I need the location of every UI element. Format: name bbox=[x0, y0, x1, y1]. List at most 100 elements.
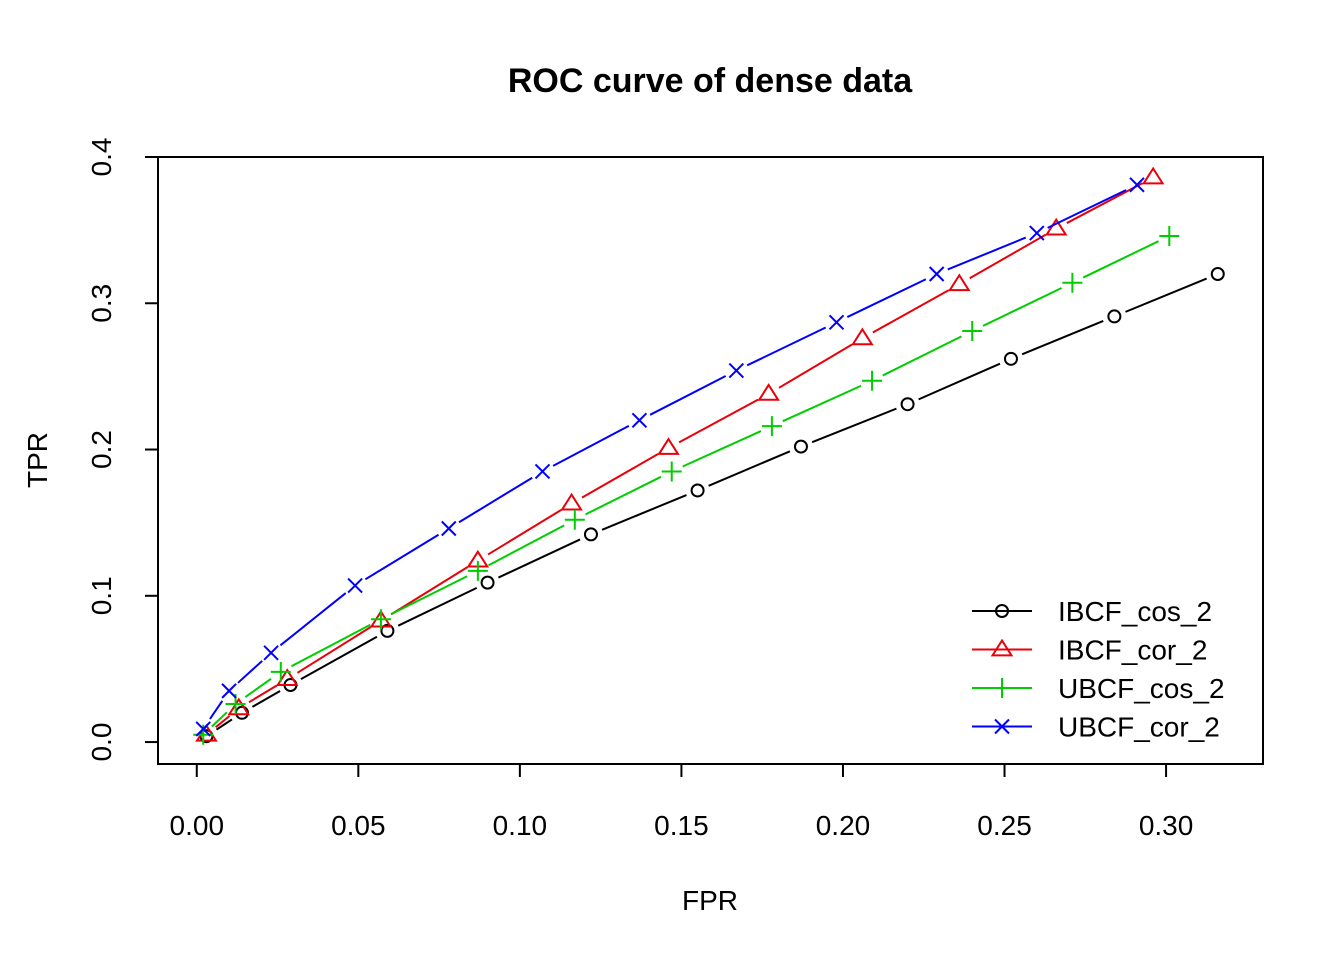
series-line-segment bbox=[682, 430, 762, 468]
series-IBCF_cor_2 bbox=[195, 166, 1165, 742]
series-line-segment bbox=[215, 718, 233, 731]
data-point bbox=[900, 397, 915, 412]
series-line-segment bbox=[279, 592, 347, 647]
data-point bbox=[227, 697, 251, 716]
series-line-segment bbox=[778, 343, 853, 389]
data-point bbox=[480, 575, 495, 590]
series-line-segment bbox=[1066, 182, 1144, 224]
data-point bbox=[560, 492, 583, 511]
x-tick-label: 0.25 bbox=[977, 810, 1032, 841]
series-line-segment bbox=[872, 289, 950, 334]
chart-title: ROC curve of dense data bbox=[508, 62, 913, 100]
series-line-segment bbox=[251, 690, 281, 708]
data-point bbox=[962, 321, 983, 342]
data-point bbox=[631, 412, 648, 428]
legend-marker bbox=[990, 638, 1014, 657]
data-point bbox=[1210, 267, 1225, 282]
series-line-segment bbox=[364, 533, 440, 581]
x-tick-label: 0.05 bbox=[331, 810, 386, 841]
series-line-segment bbox=[300, 635, 378, 681]
legend-label: UBCF_cos_2 bbox=[1058, 673, 1225, 704]
data-point bbox=[728, 362, 745, 379]
x-tick-label: 0.10 bbox=[493, 810, 548, 841]
data-point bbox=[583, 527, 598, 542]
data-point bbox=[380, 623, 395, 638]
legend-marker bbox=[992, 678, 1012, 698]
data-point bbox=[862, 370, 883, 391]
x-tick-label: 0.15 bbox=[654, 810, 709, 841]
series-line-segment bbox=[969, 233, 1047, 280]
data-point bbox=[657, 437, 680, 455]
series-line-segment bbox=[296, 626, 372, 674]
series-line-segment bbox=[397, 586, 478, 627]
series-layer bbox=[193, 166, 1225, 745]
series-line-segment bbox=[391, 575, 468, 615]
y-tick-label: 0.3 bbox=[86, 284, 117, 323]
series-line-segment bbox=[244, 677, 272, 698]
series-line-segment bbox=[211, 711, 228, 728]
y-tick-label: 0.0 bbox=[86, 723, 117, 762]
x-axis: 0.00 0.05 0.10 0.15 0.20 0.25 0.30 bbox=[170, 763, 1194, 841]
series-IBCF_cos_2 bbox=[199, 267, 1225, 744]
legend-item: UBCF_cos_2 bbox=[972, 673, 1225, 704]
data-point bbox=[370, 609, 391, 630]
data-point bbox=[1003, 351, 1018, 366]
series-line-segment bbox=[390, 566, 469, 616]
series-line-segment bbox=[488, 524, 565, 567]
series-line-segment bbox=[918, 362, 1001, 401]
series-line-segment bbox=[982, 287, 1062, 327]
series-line-segment bbox=[290, 623, 371, 668]
series-line-segment bbox=[1125, 277, 1208, 313]
data-point bbox=[828, 314, 845, 330]
legend: IBCF_cos_2 IBCF_cor_2 UBCF_cos_2 UBCF_cor_2 bbox=[972, 596, 1225, 743]
data-point bbox=[221, 683, 237, 699]
data-point bbox=[1062, 272, 1083, 293]
series-line-segment bbox=[846, 278, 927, 318]
series-line-segment bbox=[708, 450, 791, 487]
data-point bbox=[195, 721, 211, 737]
legend-label: IBCF_cos_2 bbox=[1058, 596, 1212, 627]
y-axis-title: TPR bbox=[22, 432, 53, 488]
data-point bbox=[1159, 225, 1180, 246]
legend-marker bbox=[994, 718, 1010, 735]
series-line-segment bbox=[1021, 320, 1104, 356]
data-point bbox=[1129, 177, 1145, 193]
y-tick-label: 0.4 bbox=[86, 138, 117, 177]
series-line-segment bbox=[811, 407, 897, 444]
data-point bbox=[263, 645, 279, 661]
series-line-segment bbox=[248, 684, 278, 704]
series-line-segment bbox=[1082, 240, 1159, 279]
x-tick-label: 0.20 bbox=[816, 810, 871, 841]
series-line-segment bbox=[678, 398, 759, 444]
data-point bbox=[275, 668, 299, 687]
y-tick-label: 0.2 bbox=[86, 430, 117, 469]
data-point bbox=[534, 463, 551, 480]
series-line-segment bbox=[209, 700, 224, 720]
data-point bbox=[851, 327, 874, 346]
data-point bbox=[270, 661, 291, 682]
x-tick-label: 0.00 bbox=[170, 810, 225, 841]
legend-marker bbox=[995, 604, 1009, 618]
series-line-segment bbox=[782, 384, 862, 423]
data-point bbox=[564, 509, 585, 530]
x-axis-title: FPR bbox=[682, 885, 738, 916]
data-point bbox=[761, 416, 782, 437]
data-point bbox=[661, 461, 682, 482]
y-axis: 0.0 0.1 0.2 0.3 0.4 bbox=[86, 138, 159, 762]
data-point bbox=[690, 483, 705, 498]
series-line-segment bbox=[1047, 189, 1127, 229]
legend-item: IBCF_cor_2 bbox=[972, 635, 1207, 666]
series-line-segment bbox=[487, 509, 562, 556]
x-tick-label: 0.30 bbox=[1139, 810, 1194, 841]
data-point bbox=[441, 520, 457, 537]
legend-item: UBCF_cor_2 bbox=[972, 712, 1220, 743]
series-line-segment bbox=[498, 538, 581, 579]
series-line-segment bbox=[458, 476, 533, 524]
data-point bbox=[928, 266, 945, 282]
data-point bbox=[467, 560, 488, 581]
legend-label: UBCF_cor_2 bbox=[1058, 712, 1220, 743]
series-line-segment bbox=[601, 494, 687, 531]
series-line-segment bbox=[947, 236, 1027, 271]
data-point bbox=[195, 723, 218, 742]
